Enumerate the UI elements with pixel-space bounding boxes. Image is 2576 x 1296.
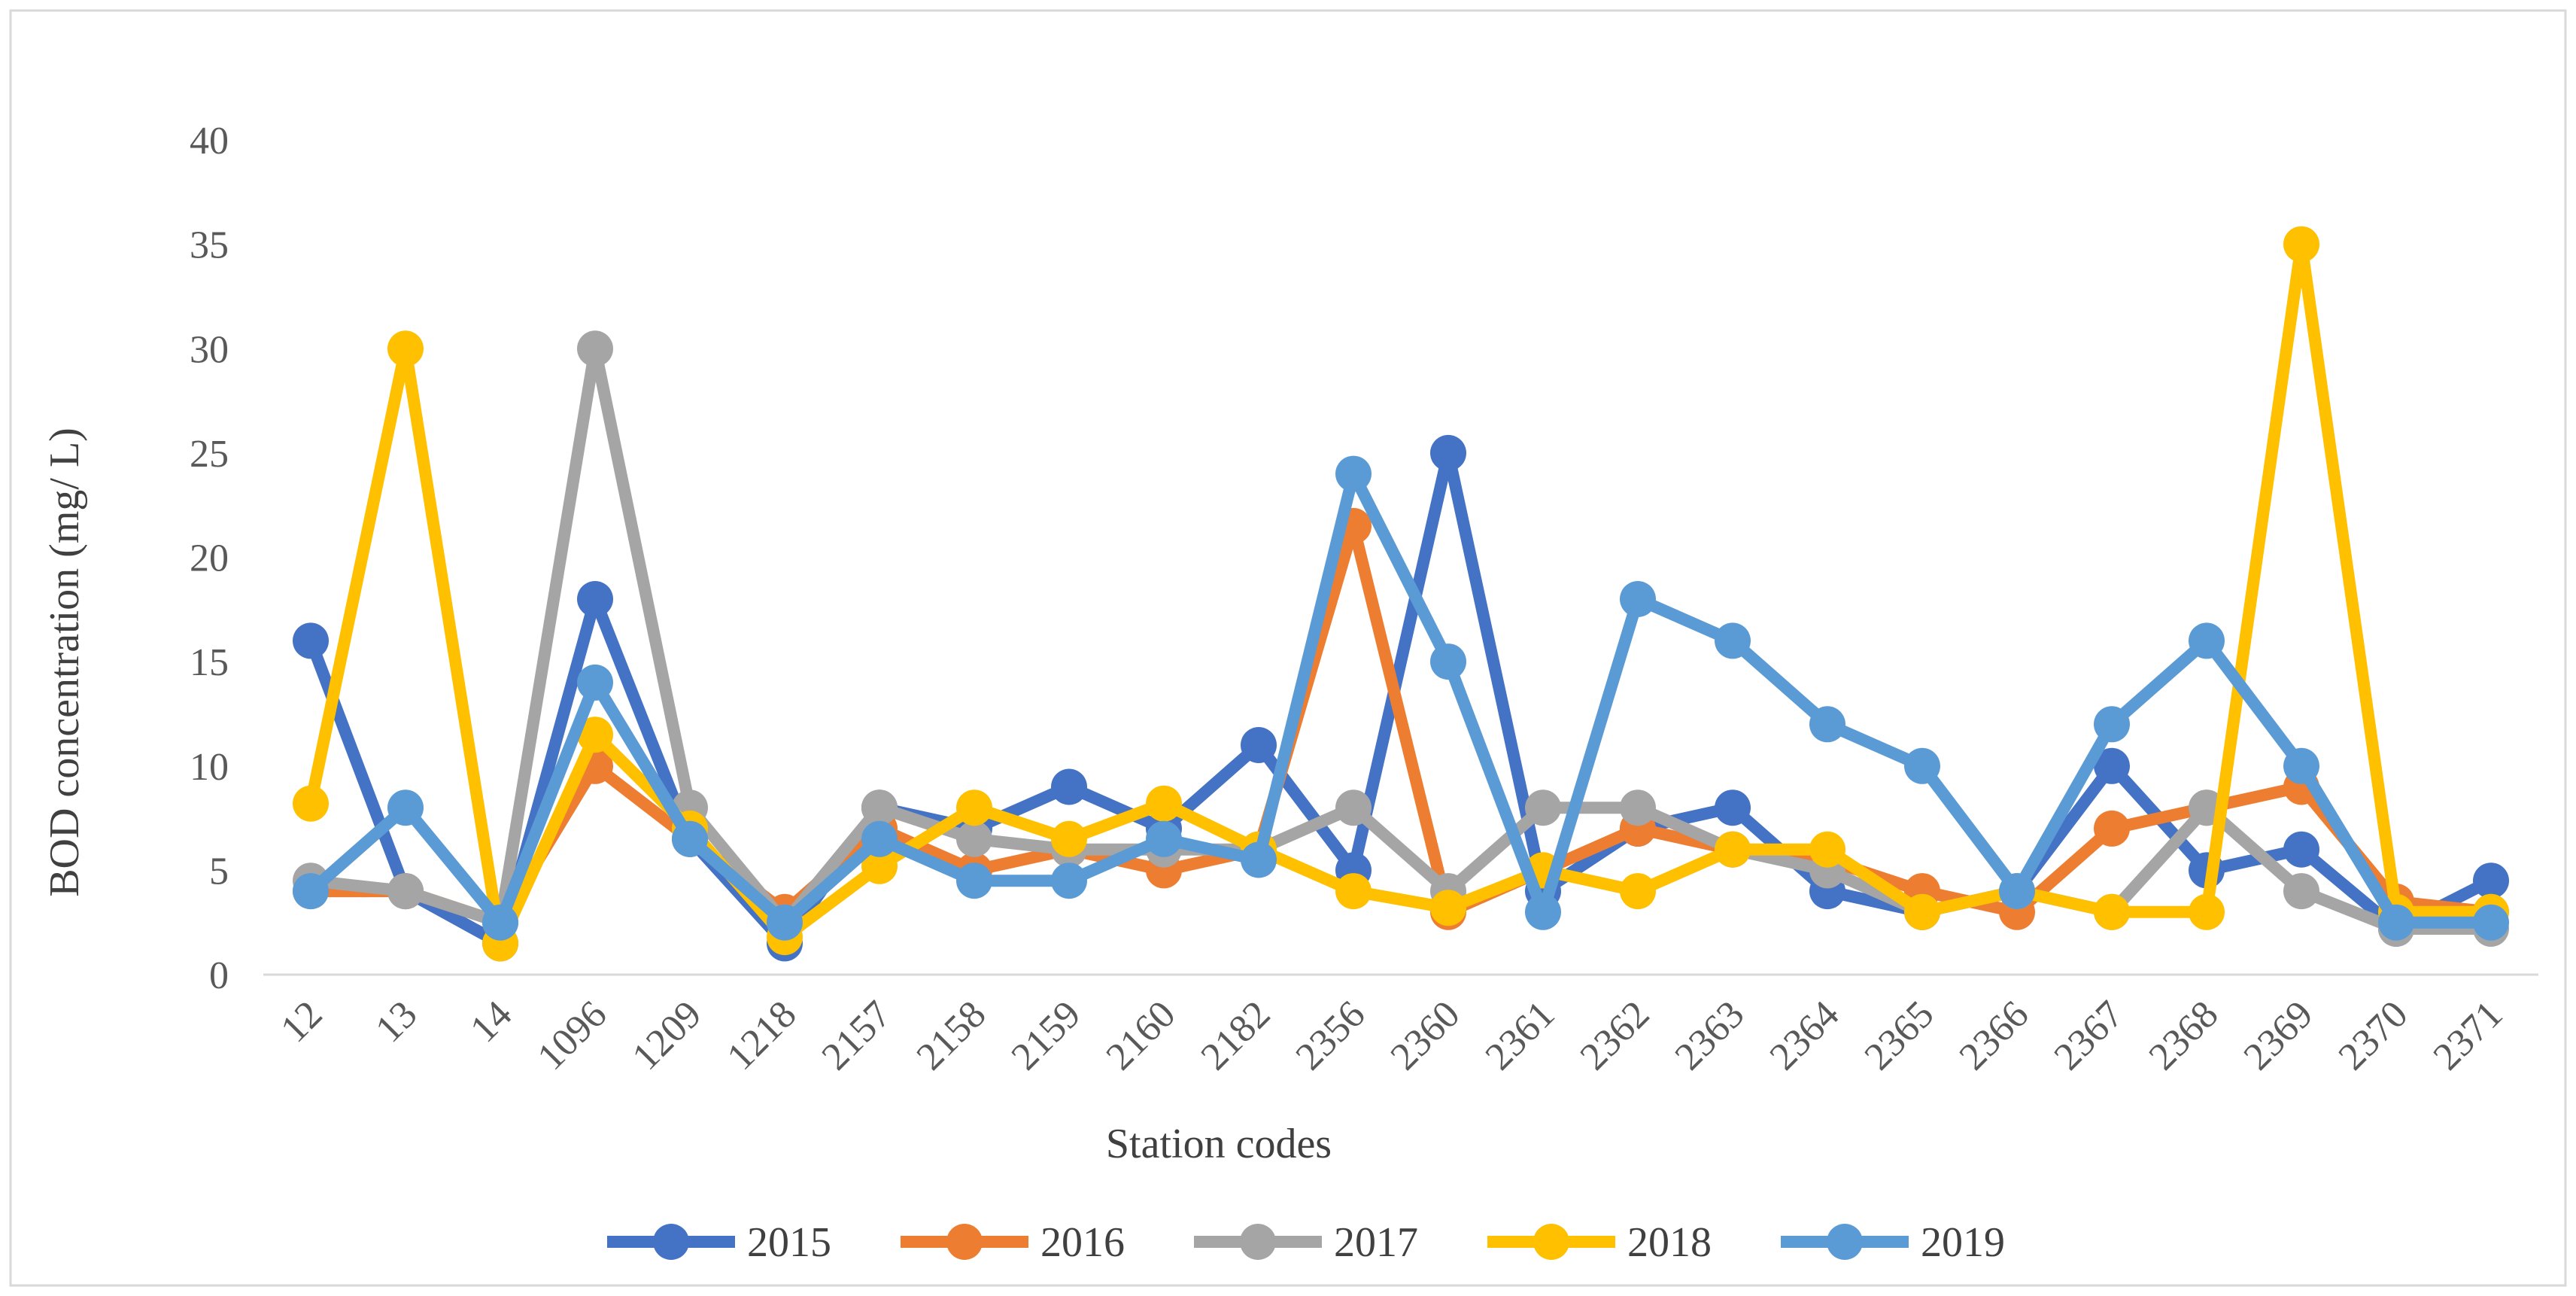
chart-border <box>9 9 2567 1287</box>
legend-swatch-marker <box>1827 1224 1863 1260</box>
data-point <box>387 330 424 367</box>
series-layer <box>293 226 2509 962</box>
data-point <box>577 664 613 701</box>
data-point <box>2283 831 2319 868</box>
data-point <box>1715 789 1751 826</box>
y-tick-label: 15 <box>190 641 229 684</box>
data-point <box>1241 841 1277 878</box>
data-point <box>293 622 329 659</box>
data-point <box>956 820 992 857</box>
data-point <box>387 873 424 910</box>
y-axis-ticks: 0 5 10 15 20 25 30 35 40 <box>190 120 229 997</box>
data-point <box>1715 831 1751 868</box>
data-point <box>1146 785 1182 822</box>
data-point <box>577 330 613 367</box>
legend-swatch-marker <box>1533 1224 1569 1260</box>
data-point <box>1146 820 1182 857</box>
legend-label: 2017 <box>1334 1219 1418 1266</box>
data-point <box>1335 455 1372 492</box>
legend-label: 2018 <box>1627 1219 1712 1266</box>
data-point <box>1430 890 1466 926</box>
data-point <box>1809 706 1845 743</box>
data-point <box>1335 789 1372 826</box>
y-axis-title: BOD concentration (mg/ L) <box>41 427 88 897</box>
data-point <box>2094 706 2130 743</box>
data-point <box>1620 789 1656 826</box>
data-point <box>293 785 329 822</box>
data-point <box>2283 226 2319 263</box>
data-point <box>387 789 424 826</box>
data-point <box>956 789 992 826</box>
data-point <box>577 716 613 753</box>
legend-label: 2019 <box>1921 1219 2005 1266</box>
data-point <box>2189 893 2225 930</box>
y-tick-label: 20 <box>190 537 229 580</box>
legend-item-2019: 2019 <box>1781 1219 2005 1266</box>
series-line <box>305 342 2497 935</box>
data-point <box>2094 810 2130 847</box>
data-point <box>1999 873 2035 910</box>
data-point <box>1051 862 1087 899</box>
data-point <box>861 847 898 884</box>
data-point <box>861 820 898 857</box>
data-point <box>1051 820 1087 857</box>
data-point <box>672 820 708 857</box>
data-point <box>1620 581 1656 617</box>
y-tick-label: 30 <box>190 328 229 371</box>
legend-swatch-marker <box>653 1224 689 1260</box>
data-point <box>1904 893 1940 930</box>
data-point <box>1241 727 1277 763</box>
legend-swatch-marker <box>946 1224 983 1260</box>
data-point <box>2283 747 2319 784</box>
y-tick-label: 40 <box>190 120 229 163</box>
data-point <box>2473 904 2509 941</box>
data-point <box>577 581 613 617</box>
legend-item-2017: 2017 <box>1194 1219 1418 1266</box>
legend-item-2015: 2015 <box>607 1219 831 1266</box>
data-point <box>861 789 898 826</box>
data-point <box>1430 434 1466 471</box>
data-point <box>1715 622 1751 659</box>
legend-item-2016: 2016 <box>901 1219 1125 1266</box>
data-point <box>2189 622 2225 659</box>
data-point <box>2473 862 2509 899</box>
data-point <box>2378 904 2414 941</box>
series-line <box>305 467 2497 929</box>
x-axis-title: Station codes <box>1106 1121 1332 1167</box>
y-tick-label: 10 <box>190 746 229 789</box>
data-point <box>482 904 518 941</box>
data-point <box>1809 831 1845 868</box>
series-2019 <box>293 455 2509 941</box>
data-point <box>956 862 992 899</box>
data-point <box>1335 873 1372 910</box>
y-tick-label: 0 <box>209 954 229 997</box>
legend-label: 2015 <box>747 1219 831 1266</box>
y-tick-label: 25 <box>190 433 229 476</box>
data-point <box>767 904 803 941</box>
y-tick-label: 5 <box>209 850 229 893</box>
data-point <box>2094 747 2130 784</box>
data-point <box>1051 768 1087 805</box>
legend-item-2018: 2018 <box>1487 1219 1712 1266</box>
legend: 2015 2016 2017 2018 2019 <box>607 1219 2005 1266</box>
data-point <box>1904 747 1940 784</box>
data-point <box>1620 873 1656 910</box>
data-point <box>293 873 329 910</box>
data-point <box>1430 643 1466 680</box>
data-point <box>1525 789 1561 826</box>
y-tick-label: 35 <box>190 224 229 267</box>
data-point <box>2094 893 2130 930</box>
data-point <box>2283 873 2319 910</box>
data-point <box>1525 893 1561 930</box>
legend-swatch-marker <box>1240 1224 1276 1260</box>
legend-label: 2016 <box>1040 1219 1125 1266</box>
